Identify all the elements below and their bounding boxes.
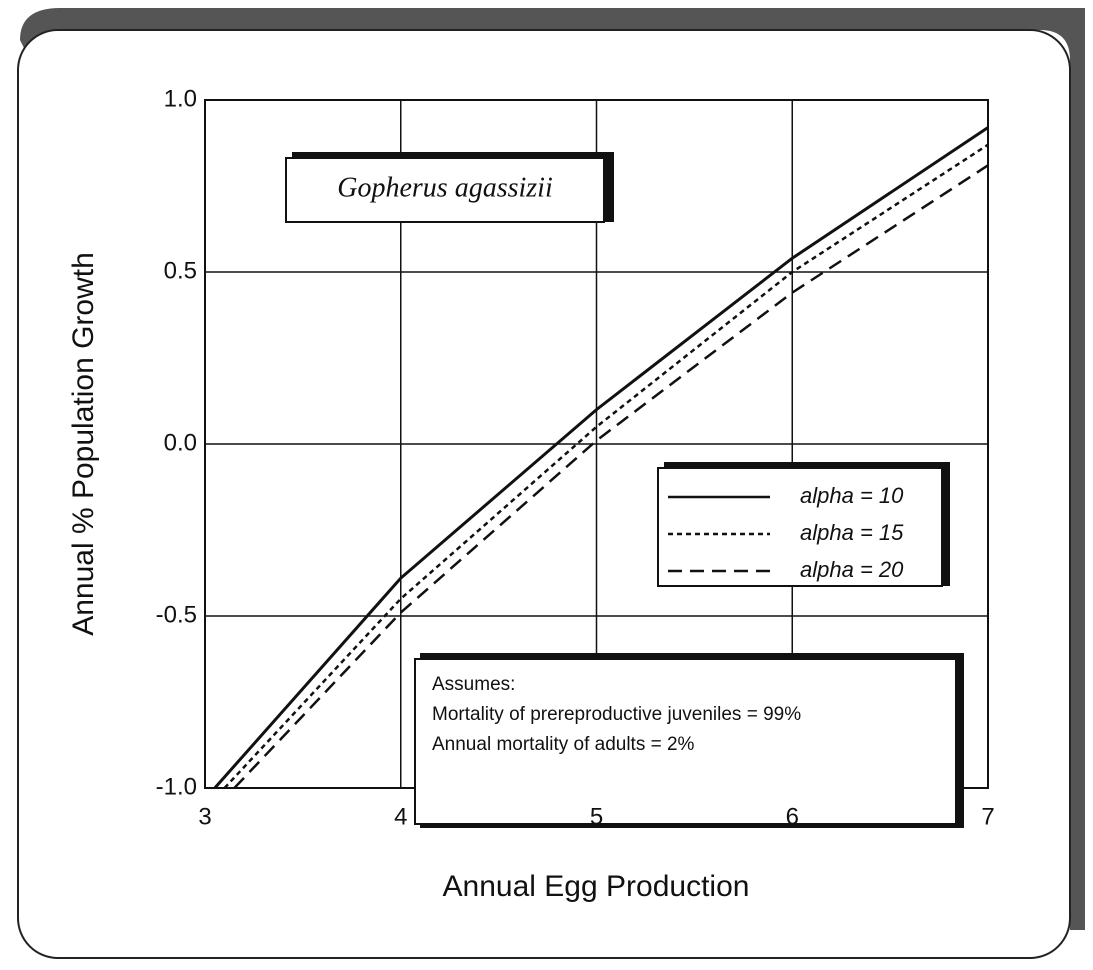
note: Annual mortality of adults = 2%: [432, 734, 695, 755]
y-tick-label: 1.0: [164, 85, 197, 112]
legend-label: alpha = 15: [800, 520, 904, 545]
series-line: [233, 164, 989, 789]
note: Assumes:: [432, 674, 515, 695]
species-label: Gopherus agassizii: [337, 172, 552, 203]
note-box: [414, 658, 957, 825]
y-tick-label: -0.5: [156, 601, 197, 628]
x-tick-label: 5: [590, 803, 603, 830]
y-tick-label: 0.0: [164, 429, 197, 456]
x-tick-label: 6: [786, 803, 799, 830]
series-line: [213, 126, 989, 789]
x-tick-label: 7: [981, 803, 994, 830]
series-line: [223, 143, 989, 789]
y-axis-label: Annual % Population Growth: [67, 252, 100, 636]
legend-label: alpha = 10: [800, 483, 904, 508]
title-box: [285, 157, 605, 223]
y-tick-label: 0.5: [164, 257, 197, 284]
legend: [657, 467, 943, 587]
x-tick-label: 4: [394, 803, 407, 830]
x-tick-label: 3: [198, 803, 211, 830]
note: Mortality of prereproductive juveniles =…: [432, 704, 801, 725]
lines: [213, 126, 989, 789]
legend-label: alpha = 20: [800, 557, 904, 582]
y-tick-label: -1.0: [156, 773, 197, 800]
x-axis-label: Annual Egg Production: [443, 870, 750, 903]
